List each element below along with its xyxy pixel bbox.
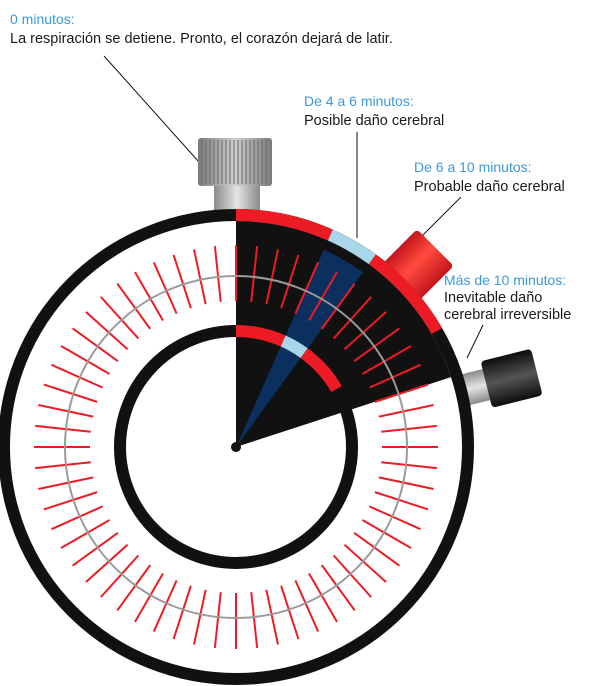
tick-mark bbox=[280, 585, 300, 640]
tick-mark bbox=[100, 554, 140, 598]
dial-middle-ring bbox=[64, 275, 408, 619]
tick-mark bbox=[381, 461, 437, 470]
tick-mark bbox=[321, 564, 356, 612]
tick-mark bbox=[265, 589, 279, 645]
tick-mark bbox=[60, 345, 111, 375]
annotation-time: Más de 10 minutos: bbox=[444, 272, 567, 288]
annotation-time: 0 minutos: bbox=[10, 11, 75, 27]
tick-mark bbox=[265, 249, 279, 305]
tick-mark bbox=[85, 543, 129, 583]
tick-mark bbox=[134, 271, 164, 322]
tick-mark bbox=[250, 592, 259, 648]
tick-mark bbox=[308, 572, 338, 623]
tick-mark bbox=[353, 327, 401, 362]
stopwatch-crown-top bbox=[198, 138, 272, 212]
tick-mark bbox=[308, 271, 338, 322]
tick-mark bbox=[280, 254, 300, 309]
annotation-description: La respiración se detiene. Pronto, el co… bbox=[10, 31, 393, 47]
tick-mark bbox=[343, 311, 387, 351]
annotation-description: Posible daño cerebral bbox=[304, 113, 445, 129]
tick-mark bbox=[35, 461, 91, 470]
tick-mark bbox=[213, 246, 222, 302]
tick-mark bbox=[378, 404, 434, 418]
annotation-10plus-minutes: Más de 10 minutos: Inevitable daño cereb… bbox=[444, 270, 571, 324]
annotation-description: Inevitable daño bbox=[444, 290, 543, 306]
tick-mark bbox=[368, 363, 421, 389]
inner-ring-segment-0 bbox=[235, 325, 286, 347]
inner-ring-segment-1 bbox=[280, 335, 308, 359]
tick-mark bbox=[361, 519, 412, 549]
tick-mark bbox=[332, 554, 372, 598]
tick-mark bbox=[332, 296, 372, 340]
tick-mark bbox=[116, 282, 151, 330]
tick-mark bbox=[71, 532, 119, 567]
outer-ring-segment-1 bbox=[327, 229, 376, 265]
tick-mark bbox=[172, 254, 192, 309]
annotation-time: De 4 a 6 minutos: bbox=[304, 93, 414, 109]
tick-mark bbox=[374, 491, 429, 511]
tick-mark bbox=[51, 505, 104, 531]
tick-mark bbox=[353, 532, 401, 567]
inner-ring-segment-2 bbox=[300, 348, 342, 393]
tick-mark bbox=[193, 249, 207, 305]
tick-mark bbox=[43, 491, 98, 511]
tick-mark bbox=[35, 424, 91, 433]
tick-mark bbox=[343, 543, 387, 583]
annotation-time: De 6 a 10 minutos: bbox=[414, 159, 532, 175]
tick-mark bbox=[152, 262, 178, 315]
tick-mark bbox=[378, 476, 434, 490]
annotation-description: Probable daño cerebral bbox=[414, 179, 565, 195]
tick-mark bbox=[321, 282, 356, 330]
pusher-black-cap bbox=[481, 349, 542, 408]
dial-center-pivot bbox=[231, 442, 241, 452]
tick-mark bbox=[38, 404, 94, 418]
leader-line-10plus-minutes bbox=[466, 324, 484, 359]
tick-mark bbox=[361, 345, 412, 375]
tick-mark bbox=[172, 585, 192, 640]
tick-mark bbox=[250, 246, 259, 302]
tick-mark bbox=[85, 311, 129, 351]
tick-mark bbox=[43, 383, 98, 403]
tick-mark bbox=[294, 262, 320, 315]
tick-mark bbox=[71, 327, 119, 362]
outer-ring-segment-2 bbox=[368, 254, 443, 335]
tick-mark bbox=[374, 383, 429, 403]
outer-ring-segment-0 bbox=[235, 209, 333, 241]
tick-mark bbox=[294, 579, 320, 632]
tick-mark bbox=[368, 505, 421, 531]
tick-mark bbox=[152, 579, 178, 632]
annotation-description-line-2: cerebral irreversible bbox=[444, 307, 572, 323]
annotation-0-minutes: 0 minutos: La respiración se detiene. Pr… bbox=[10, 9, 393, 49]
tick-mark bbox=[381, 424, 437, 433]
tick-mark bbox=[100, 296, 140, 340]
crown-stem bbox=[214, 182, 260, 212]
tick-mark bbox=[38, 476, 94, 490]
tick-mark bbox=[134, 572, 164, 623]
outer-tick-marks bbox=[34, 245, 438, 649]
tick-mark bbox=[193, 589, 207, 645]
inner-ring-segments bbox=[235, 325, 342, 393]
tick-mark bbox=[116, 564, 151, 612]
tick-mark bbox=[60, 519, 111, 549]
tick-mark bbox=[213, 592, 222, 648]
annotation-6-10-minutes: De 6 a 10 minutos: Probable daño cerebra… bbox=[414, 157, 565, 197]
annotation-4-6-minutes: De 4 a 6 minutos: Posible daño cerebral bbox=[304, 91, 444, 131]
crown-knob bbox=[198, 138, 272, 186]
tick-mark bbox=[51, 363, 104, 389]
